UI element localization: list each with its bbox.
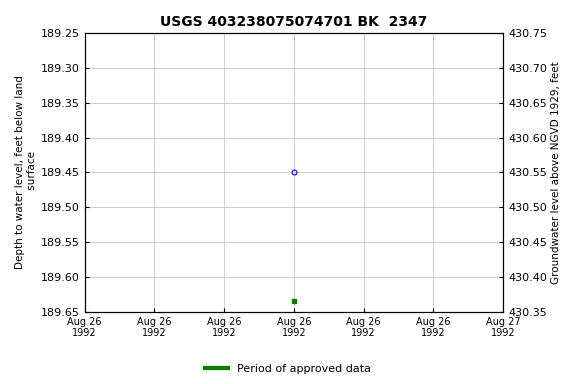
Y-axis label: Depth to water level, feet below land
 surface: Depth to water level, feet below land su… — [15, 75, 37, 269]
Title: USGS 403238075074701 BK  2347: USGS 403238075074701 BK 2347 — [160, 15, 427, 29]
Legend: Period of approved data: Period of approved data — [201, 359, 375, 379]
Y-axis label: Groundwater level above NGVD 1929, feet: Groundwater level above NGVD 1929, feet — [551, 61, 561, 284]
